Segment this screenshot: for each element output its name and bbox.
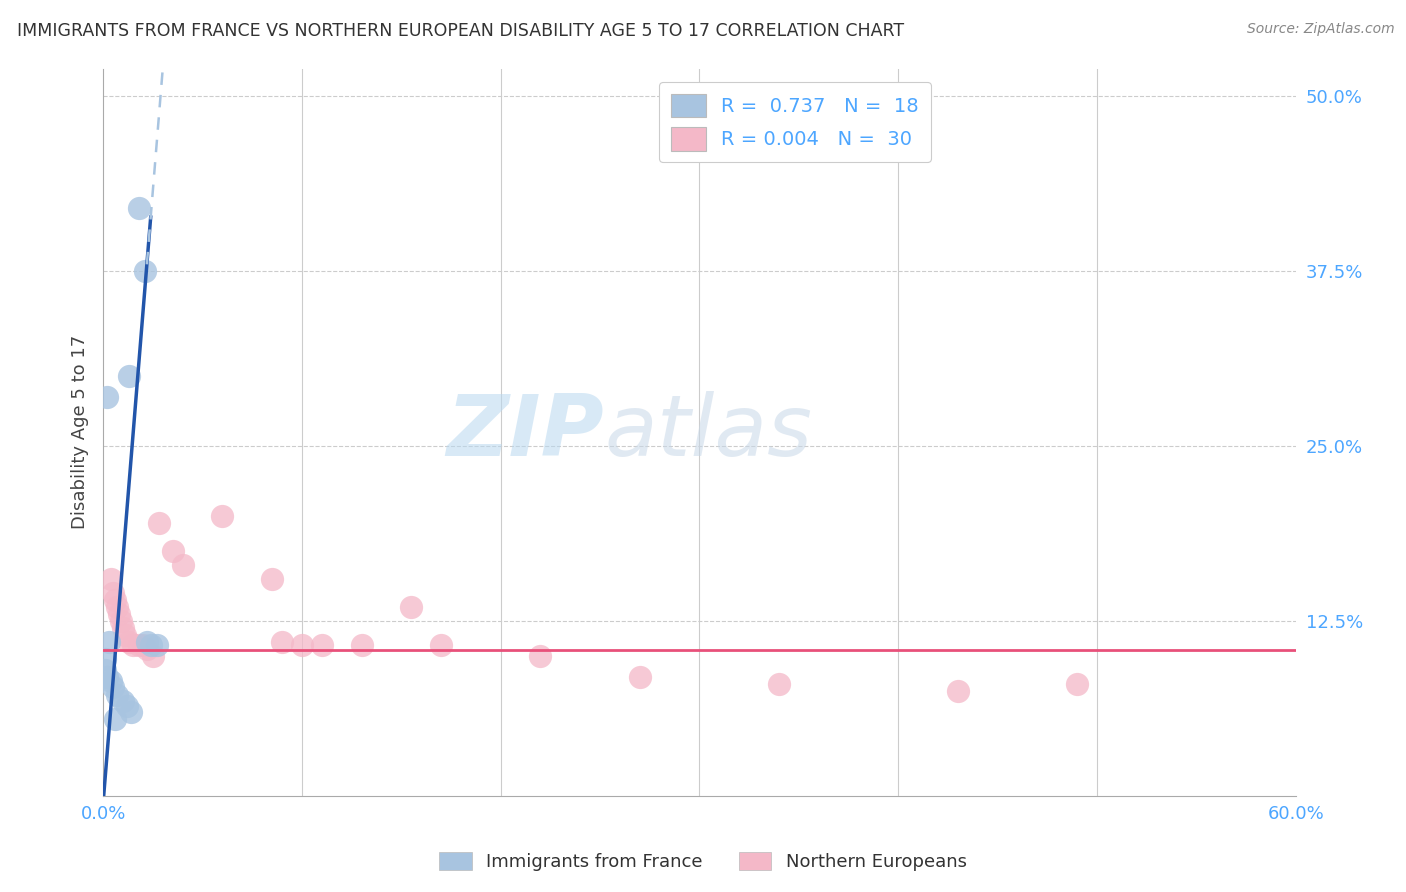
Point [94, 663, 117, 677]
Point [122, 638, 145, 652]
Point [211, 509, 233, 524]
Point [96, 390, 118, 404]
Point [104, 712, 127, 726]
Point [768, 677, 790, 691]
Point [128, 202, 150, 216]
Text: IMMIGRANTS FROM FRANCE VS NORTHERN EUROPEAN DISABILITY AGE 5 TO 17 CORRELATION C: IMMIGRANTS FROM FRANCE VS NORTHERN EUROP… [17, 22, 904, 40]
Point [120, 705, 142, 719]
Point [100, 572, 122, 586]
Point [135, 641, 157, 656]
Point [108, 607, 131, 621]
Point [172, 558, 194, 572]
Point [118, 635, 141, 649]
Point [529, 648, 551, 663]
Point [98, 635, 121, 649]
Point [162, 544, 184, 558]
Point [430, 638, 453, 652]
Point [291, 638, 314, 652]
Point [101, 680, 124, 694]
Point [148, 516, 170, 530]
Legend: R =  0.737   N =  18, R = 0.004   N =  30: R = 0.737 N = 18, R = 0.004 N = 30 [659, 82, 931, 162]
Point [134, 264, 156, 278]
Point [135, 635, 157, 649]
Point [350, 638, 373, 652]
Point [114, 628, 136, 642]
Text: Source: ZipAtlas.com: Source: ZipAtlas.com [1247, 22, 1395, 37]
Point [115, 699, 138, 714]
Legend: Immigrants from France, Northern Europeans: Immigrants from France, Northern Europea… [432, 845, 974, 879]
Text: atlas: atlas [605, 391, 813, 474]
Point [132, 638, 155, 652]
Point [311, 638, 333, 652]
Point [104, 593, 127, 607]
Point [105, 688, 128, 702]
Point [1066, 677, 1088, 691]
Point [946, 684, 969, 698]
Point [94, 651, 117, 665]
Point [101, 586, 124, 600]
Point [105, 599, 128, 614]
Point [128, 638, 150, 652]
Point [262, 572, 284, 586]
Text: ZIP: ZIP [447, 391, 605, 474]
Point [111, 621, 134, 635]
Point [118, 369, 141, 384]
Y-axis label: Disability Age 5 to 17: Disability Age 5 to 17 [72, 335, 89, 529]
Point [271, 635, 294, 649]
Point [110, 614, 132, 628]
Point [146, 638, 169, 652]
Point [142, 648, 165, 663]
Point [399, 599, 422, 614]
Point [100, 674, 122, 689]
Point [96, 670, 118, 684]
Point [111, 693, 134, 707]
Point [628, 670, 651, 684]
Point [139, 638, 162, 652]
